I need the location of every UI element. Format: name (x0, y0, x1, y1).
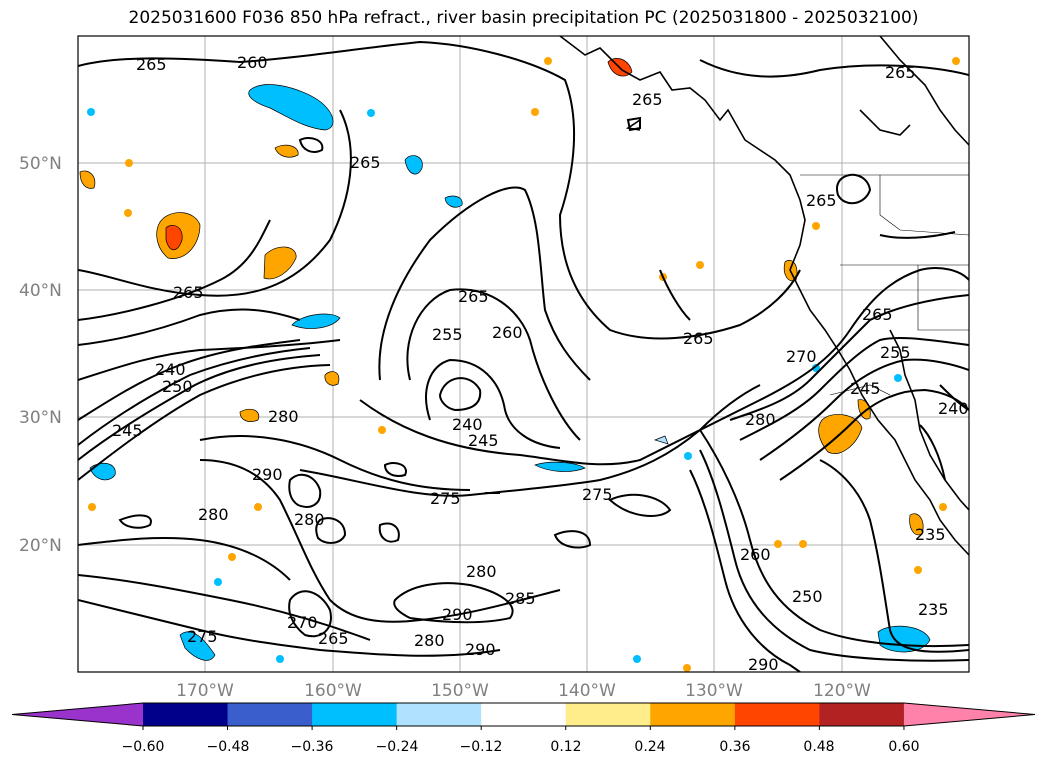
contour-label: 240 (155, 360, 186, 379)
colorbar-tick-labels: −0.60 −0.48 −0.36 −0.24 −0.12 0.12 0.24 … (122, 739, 920, 755)
contour-label: 255 (880, 343, 911, 362)
contour-label: 255 (432, 325, 463, 344)
contour-label: 265 (136, 55, 167, 74)
contour-label: 250 (792, 587, 823, 606)
colorbar-tick-label: −0.36 (291, 739, 334, 755)
contour-label: 265 (862, 305, 893, 324)
lat-label: 50°N (19, 154, 62, 174)
map-frame (77, 35, 970, 673)
contour-label: 280 (198, 505, 229, 524)
contour-label: 275 (582, 485, 613, 504)
contour-label: 260 (492, 323, 523, 342)
contour-label: 280 (466, 562, 497, 581)
lat-label: 20°N (19, 536, 62, 556)
contour-label: 290 (748, 655, 779, 674)
contour-label: 270 (287, 613, 318, 632)
colorbar-segment (903, 703, 1035, 726)
contour-label: 290 (252, 465, 283, 484)
lon-label: 150°W (431, 681, 489, 701)
refractivity-contours (78, 40, 969, 672)
contour-label: 245 (112, 421, 143, 440)
contour-label: 260 (237, 53, 268, 72)
colorbar-tick-label: −0.12 (460, 739, 503, 755)
contour-label: 280 (745, 410, 776, 429)
contour-label: 265 (683, 329, 714, 348)
colorbar-segment (565, 703, 651, 726)
contour-label: 250 (162, 377, 193, 396)
colorbar-tick-label: −0.48 (207, 739, 250, 755)
contour-labels: 265 260 265 265 265 265 265 265 265 255 … (112, 53, 969, 674)
contour-label: 280 (268, 407, 299, 426)
contour-label: 260 (740, 545, 771, 564)
colorbar-segment (12, 703, 143, 726)
colorbar-segment (396, 703, 482, 726)
contour-label: 265 (350, 153, 381, 172)
lon-label: 160°W (304, 681, 362, 701)
colorbar-segment (734, 703, 820, 726)
colorbar-tick-label: 0.36 (719, 739, 750, 755)
contour-label: 265 (806, 191, 837, 210)
contour-label: 265 (173, 283, 204, 302)
contour-label: 245 (468, 431, 499, 450)
colorbar-tick-label: 0.60 (888, 739, 919, 755)
contour-label: 265 (458, 287, 489, 306)
contour-label: 280 (294, 510, 325, 529)
map-title: 2025031600 F036 850 hPa refract., river … (128, 8, 919, 28)
lon-label: 140°W (558, 681, 616, 701)
colorbar-segments (11, 702, 1036, 727)
colorbar-segment (143, 703, 229, 726)
colorbar: −0.60 −0.48 −0.36 −0.24 −0.12 0.12 0.24 … (11, 702, 1036, 755)
contour-label: 265 (632, 90, 663, 109)
colorbar-tick-label: −0.24 (376, 739, 419, 755)
colorbar-tick-label: 0.48 (803, 739, 834, 755)
colorbar-segment (227, 703, 313, 726)
contour-label: 265 (318, 629, 349, 648)
contour-label: 290 (465, 640, 496, 659)
contour-label: 270 (786, 347, 817, 366)
colorbar-tick-label: 0.24 (634, 739, 665, 755)
contour-label: 235 (915, 525, 946, 544)
colorbar-segment (650, 703, 736, 726)
contour-label: 240 (452, 415, 483, 434)
colorbar-segment (312, 703, 398, 726)
coastlines (559, 36, 969, 556)
lon-label: 170°W (176, 681, 234, 701)
contour-label: 280 (414, 631, 445, 650)
lon-label: 130°W (685, 681, 743, 701)
contour-label: 275 (430, 489, 461, 508)
lat-label: 30°N (19, 408, 62, 428)
contour-label: 235 (918, 600, 949, 619)
lon-labels: 170°W 160°W 150°W 140°W 130°W 120°W (176, 681, 871, 701)
contour-label: 265 (885, 63, 916, 82)
map-area (78, 36, 969, 672)
colorbar-segment (481, 703, 567, 726)
lat-labels: 50°N 40°N 30°N 20°N (19, 154, 62, 556)
contour-label: 275 (187, 627, 218, 646)
contour-label: 240 (938, 399, 969, 418)
contour-label: 245 (850, 379, 881, 398)
colorbar-tick-label: 0.12 (550, 739, 581, 755)
contour-label: 285 (505, 589, 536, 608)
colorbar-tick-label: −0.60 (122, 739, 165, 755)
colorbar-ticks (142, 726, 905, 730)
lon-label: 120°W (813, 681, 871, 701)
colorbar-segment (819, 703, 905, 726)
lat-label: 40°N (19, 281, 62, 301)
contour-label: 290 (442, 605, 473, 624)
